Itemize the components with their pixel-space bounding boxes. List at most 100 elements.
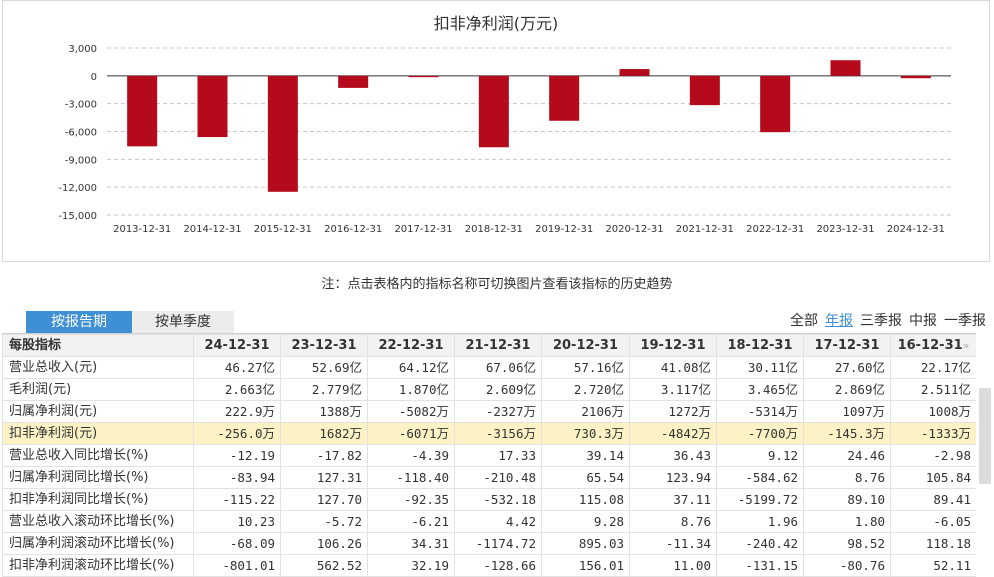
tab-by-single-quarter[interactable]: 按单季度: [132, 311, 234, 334]
bar[interactable]: [830, 60, 861, 76]
indicator-name[interactable]: 扣非净利润同比增长(%): [2, 488, 194, 511]
x-tick-label: 2014-12-31: [183, 224, 241, 235]
table-row: 毛利润(元) 2.663亿 2.779亿 1.870亿 2.609亿 2.720亿 3.11…: [2, 378, 976, 401]
x-tick-label: 2021-12-31: [676, 224, 734, 235]
x-tick-label: 2016-12-31: [324, 224, 382, 235]
table-cell: -80.76: [803, 554, 891, 577]
table-cell: -1333万: [890, 422, 976, 445]
bar[interactable]: [127, 75, 158, 147]
chart-title: 扣非净利润(万元): [433, 14, 559, 33]
tab-by-report-period[interactable]: 按报告期: [26, 311, 132, 334]
y-tick-label: 0: [91, 72, 97, 83]
period-option[interactable]: 全部: [790, 313, 818, 329]
table-row: 归属净利润同比增长(%) -83.94 127.31 -118.40 -210.48 65…: [2, 466, 976, 489]
indicator-name[interactable]: 营业总收入(元): [2, 356, 194, 379]
bar[interactable]: [760, 75, 791, 133]
table-cell: 9.28: [541, 510, 630, 533]
x-tick-label: 2015-12-31: [254, 224, 312, 235]
bar[interactable]: [900, 75, 931, 79]
table-cell: -584.62: [716, 466, 804, 489]
table-cell: 1.96: [716, 510, 804, 533]
table-cell: -145.3万: [803, 422, 891, 445]
x-tick-label: 2023-12-31: [816, 224, 874, 235]
table-cell: 2.663亿: [193, 378, 281, 401]
period-option[interactable]: 一季报: [944, 313, 986, 329]
table-row: 扣非净利润滚动环比增长(%) -801.01 562.52 32.19 -128.66 1…: [2, 554, 976, 577]
hint-note: 注：点击表格内的指标名称可切换图片查看该指标的历史趋势: [321, 277, 673, 292]
bar[interactable]: [267, 75, 298, 192]
x-tick-label: 2022-12-31: [746, 224, 804, 235]
table-cell: -256.0万: [193, 422, 281, 445]
header-date: 22-12-31: [367, 334, 455, 357]
table-cell: 1272万: [629, 400, 717, 423]
table-cell: 24.46: [803, 444, 891, 467]
bar[interactable]: [549, 75, 580, 121]
table-cell: 52.69亿: [280, 356, 368, 379]
table-row: 营业总收入同比增长(%) -12.19 -17.82 -4.39 17.33 39.14 3…: [2, 444, 976, 467]
indicator-name[interactable]: 营业总收入滚动环比增长(%): [2, 510, 194, 533]
period-option[interactable]: 中报: [909, 313, 937, 329]
table-row: 营业总收入(元) 46.27亿 52.69亿 64.12亿 67.06亿 57.16亿 41…: [2, 356, 976, 379]
header-date: 17-12-31: [803, 334, 891, 357]
bar[interactable]: [408, 75, 439, 78]
bar[interactable]: [197, 75, 228, 138]
table-cell: -1174.72: [454, 532, 542, 555]
table-cell: 64.12亿: [367, 356, 455, 379]
header-date: 23-12-31: [280, 334, 368, 357]
bar[interactable]: [338, 75, 369, 88]
vertical-scrollbar[interactable]: [979, 388, 991, 484]
table-cell: -118.40: [367, 466, 455, 489]
table-cell: 562.52: [280, 554, 368, 577]
period-filter: 全部 年报 三季报 中报 一季报: [783, 310, 986, 330]
indicator-name[interactable]: 扣非净利润滚动环比增长(%): [2, 554, 194, 577]
table-cell: 115.08: [541, 488, 630, 511]
bar[interactable]: [689, 75, 720, 106]
table-cell: 4.42: [454, 510, 542, 533]
table-cell: 106.26: [280, 532, 368, 555]
header-date: 19-12-31: [629, 334, 717, 357]
period-option[interactable]: 三季报: [860, 313, 902, 329]
header-text: 19-12-31: [640, 338, 706, 353]
table-cell: 17.33: [454, 444, 542, 467]
y-tick-label: -9,000: [65, 155, 97, 166]
bar[interactable]: [619, 69, 650, 76]
header-text: 22-12-31: [378, 338, 444, 353]
indicator-name[interactable]: 归属净利润同比增长(%): [2, 466, 194, 489]
x-tick-label: 2019-12-31: [535, 224, 593, 235]
table-cell: 127.31: [280, 466, 368, 489]
table-cell: 30.11亿: [716, 356, 804, 379]
table-row: 扣非净利润同比增长(%) -115.22 127.70 -92.35 -532.18 11…: [2, 488, 976, 511]
table-row: 归属净利润滚动环比增长(%) -68.09 106.26 34.31 -1174.72 8…: [2, 532, 976, 555]
table-cell: -240.42: [716, 532, 804, 555]
bar[interactable]: [478, 75, 509, 148]
table-cell: 41.08亿: [629, 356, 717, 379]
period-option[interactable]: 年报: [825, 313, 853, 329]
indicator-name[interactable]: 归属净利润滚动环比增长(%): [2, 532, 194, 555]
table-cell: 2.720亿: [541, 378, 630, 401]
table-cell: 52.11: [890, 554, 976, 577]
indicator-name[interactable]: 扣非净利润(元): [2, 422, 194, 445]
header-text: 21-12-31: [465, 338, 531, 353]
more-columns-icon[interactable]: »: [962, 339, 970, 352]
table-cell: 105.84: [890, 466, 976, 489]
table-cell: 37.11: [629, 488, 717, 511]
table-cell: -6.21: [367, 510, 455, 533]
header-indicator: 每股指标: [2, 334, 194, 357]
indicator-name[interactable]: 营业总收入同比增长(%): [2, 444, 194, 467]
table-cell: 10.23: [193, 510, 281, 533]
bar-chart: 3,000 0 -3,000 -6,000 -9,000 -12,000 -15,000 20…: [58, 44, 951, 235]
table-cell: -17.82: [280, 444, 368, 467]
table-cell: 1008万: [890, 400, 976, 423]
table-row: 归属净利润(元) 222.9万 1388万 -5082万 -2327万 2106万 1272…: [2, 400, 976, 423]
table-cell: -128.66: [454, 554, 542, 577]
table-cell: 27.60亿: [803, 356, 891, 379]
table-cell: -5314万: [716, 400, 804, 423]
indicator-name[interactable]: 毛利润(元): [2, 378, 194, 401]
indicator-name[interactable]: 归属净利润(元): [2, 400, 194, 423]
table-cell: -2327万: [454, 400, 542, 423]
header-text: 20-12-31: [552, 338, 619, 353]
x-tick-label: 2017-12-31: [394, 224, 452, 235]
header-date: 18-12-31: [716, 334, 804, 357]
table-cell: 123.94: [629, 466, 717, 489]
table-cell: 22.17亿: [890, 356, 976, 379]
